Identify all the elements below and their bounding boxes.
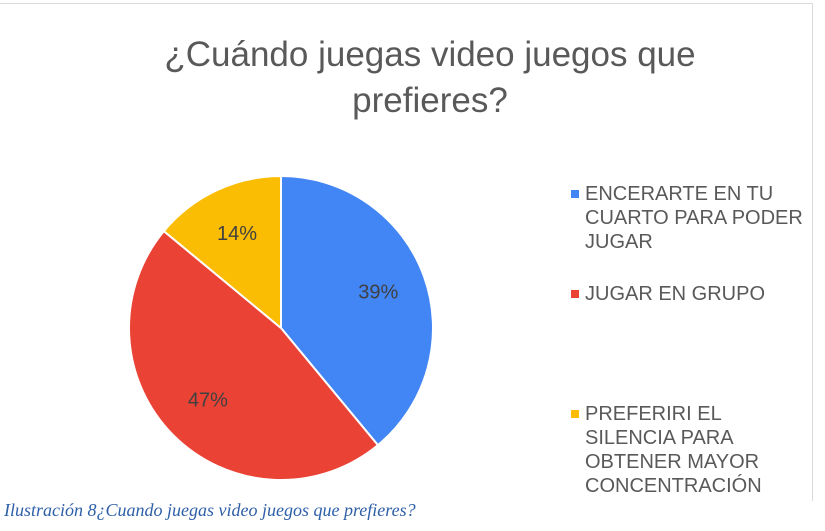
legend-swatch: [571, 190, 579, 198]
data-label: 47%: [188, 389, 228, 411]
data-label: 14%: [217, 223, 257, 245]
legend-entry: PREFERIRI EL SILENCIA PARA OBTENER MAYOR…: [571, 402, 812, 498]
legend-entry: ENCERARTE EN TU CUARTO PARA PODER JUGAR: [571, 182, 812, 254]
data-label: 39%: [358, 281, 398, 303]
caption: Ilustración 8¿Cuando juegas video juegos…: [4, 500, 416, 520]
chart: ¿Cuándo juegas video juegos que prefiere…: [0, 3, 813, 501]
legend-label: PREFERIRI EL SILENCIA PARA OBTENER MAYOR…: [585, 403, 762, 497]
legend-label: ENCERARTE EN TU CUARTO PARA PODER JUGAR: [585, 183, 803, 253]
legend-swatch: [571, 410, 579, 418]
legend-swatch: [571, 290, 579, 298]
pie: 39% 47% 14%: [128, 174, 434, 481]
pie-slice: [162, 174, 282, 331]
pie-slice: [280, 174, 434, 447]
legend-entry: JUGAR EN GRUPO: [571, 282, 812, 306]
chart-title: ¿Cuándo juegas video juegos que prefiere…: [164, 35, 696, 120]
legend-label: JUGAR EN GRUPO: [585, 283, 766, 305]
pie-slice: [128, 229, 380, 481]
